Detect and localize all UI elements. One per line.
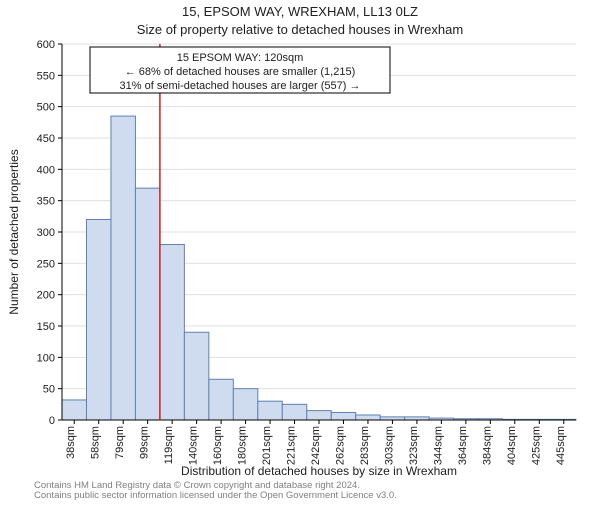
ytick-label: 150 — [37, 321, 55, 333]
ytick-label: 550 — [37, 70, 55, 82]
xtick-label: 445sqm — [555, 426, 567, 465]
ytick-label: 50 — [43, 384, 55, 396]
histogram-bar — [111, 116, 135, 420]
xtick-label: 425sqm — [530, 426, 542, 465]
histogram-bar — [62, 400, 86, 420]
title-line2: Size of property relative to detached ho… — [137, 22, 463, 37]
xtick-label: 242sqm — [310, 426, 322, 465]
x-axis-label: Distribution of detached houses by size … — [181, 464, 457, 478]
xtick-label: 262sqm — [334, 426, 346, 465]
histogram-bar — [282, 404, 306, 420]
ytick-label: 350 — [37, 196, 55, 208]
annotation-line1: 15 EPSOM WAY: 120sqm — [177, 52, 304, 64]
xtick-label: 201sqm — [261, 426, 273, 465]
xtick-label: 79sqm — [114, 426, 126, 459]
footer-line2: Contains public sector information licen… — [34, 490, 397, 500]
xtick-label: 323sqm — [408, 426, 420, 465]
xtick-label: 384sqm — [481, 426, 493, 465]
chart-svg: 15, EPSOM WAY, WREXHAM, LL13 0LZ Size of … — [0, 0, 600, 500]
histogram-bar — [160, 245, 184, 420]
histogram-bar — [331, 412, 355, 420]
ytick-label: 250 — [37, 258, 55, 270]
ytick-label: 100 — [37, 352, 55, 364]
ytick-label: 400 — [37, 164, 55, 176]
xtick-label: 221sqm — [286, 426, 298, 465]
annotation-line2: ← 68% of detached houses are smaller (1,… — [125, 66, 356, 78]
ytick-label: 450 — [37, 133, 55, 145]
xtick-label: 180sqm — [237, 426, 249, 465]
histogram-bar — [135, 188, 159, 420]
xtick-label: 58sqm — [90, 426, 102, 459]
xtick-label: 303sqm — [383, 426, 395, 465]
xtick-label: 119sqm — [163, 426, 175, 464]
xtick-label: 38sqm — [65, 426, 77, 459]
ytick-label: 200 — [37, 290, 55, 302]
histogram-bar — [307, 411, 331, 420]
histogram-bar — [233, 389, 257, 420]
xtick-label: 283sqm — [359, 426, 371, 465]
histogram-bar — [86, 219, 110, 420]
ytick-label: 500 — [37, 102, 55, 114]
histogram-bar — [258, 401, 282, 420]
histogram-bar — [184, 332, 208, 420]
xtick-label: 99sqm — [139, 426, 151, 459]
annotation-line3: 31% of semi-detached houses are larger (… — [120, 80, 361, 92]
ytick-label: 0 — [49, 415, 55, 427]
xtick-label: 140sqm — [188, 426, 200, 465]
histogram-bar — [209, 379, 233, 420]
xtick-label: 160sqm — [212, 426, 224, 465]
ytick-label: 300 — [37, 227, 55, 239]
title-line1: 15, EPSOM WAY, WREXHAM, LL13 0LZ — [182, 4, 418, 19]
xtick-label: 364sqm — [457, 426, 469, 465]
histogram-bar — [356, 415, 380, 420]
y-axis-label: Number of detached properties — [7, 149, 21, 314]
xtick-label: 404sqm — [506, 426, 518, 465]
ytick-label: 600 — [37, 39, 55, 51]
xtick-label: 344sqm — [432, 426, 444, 465]
